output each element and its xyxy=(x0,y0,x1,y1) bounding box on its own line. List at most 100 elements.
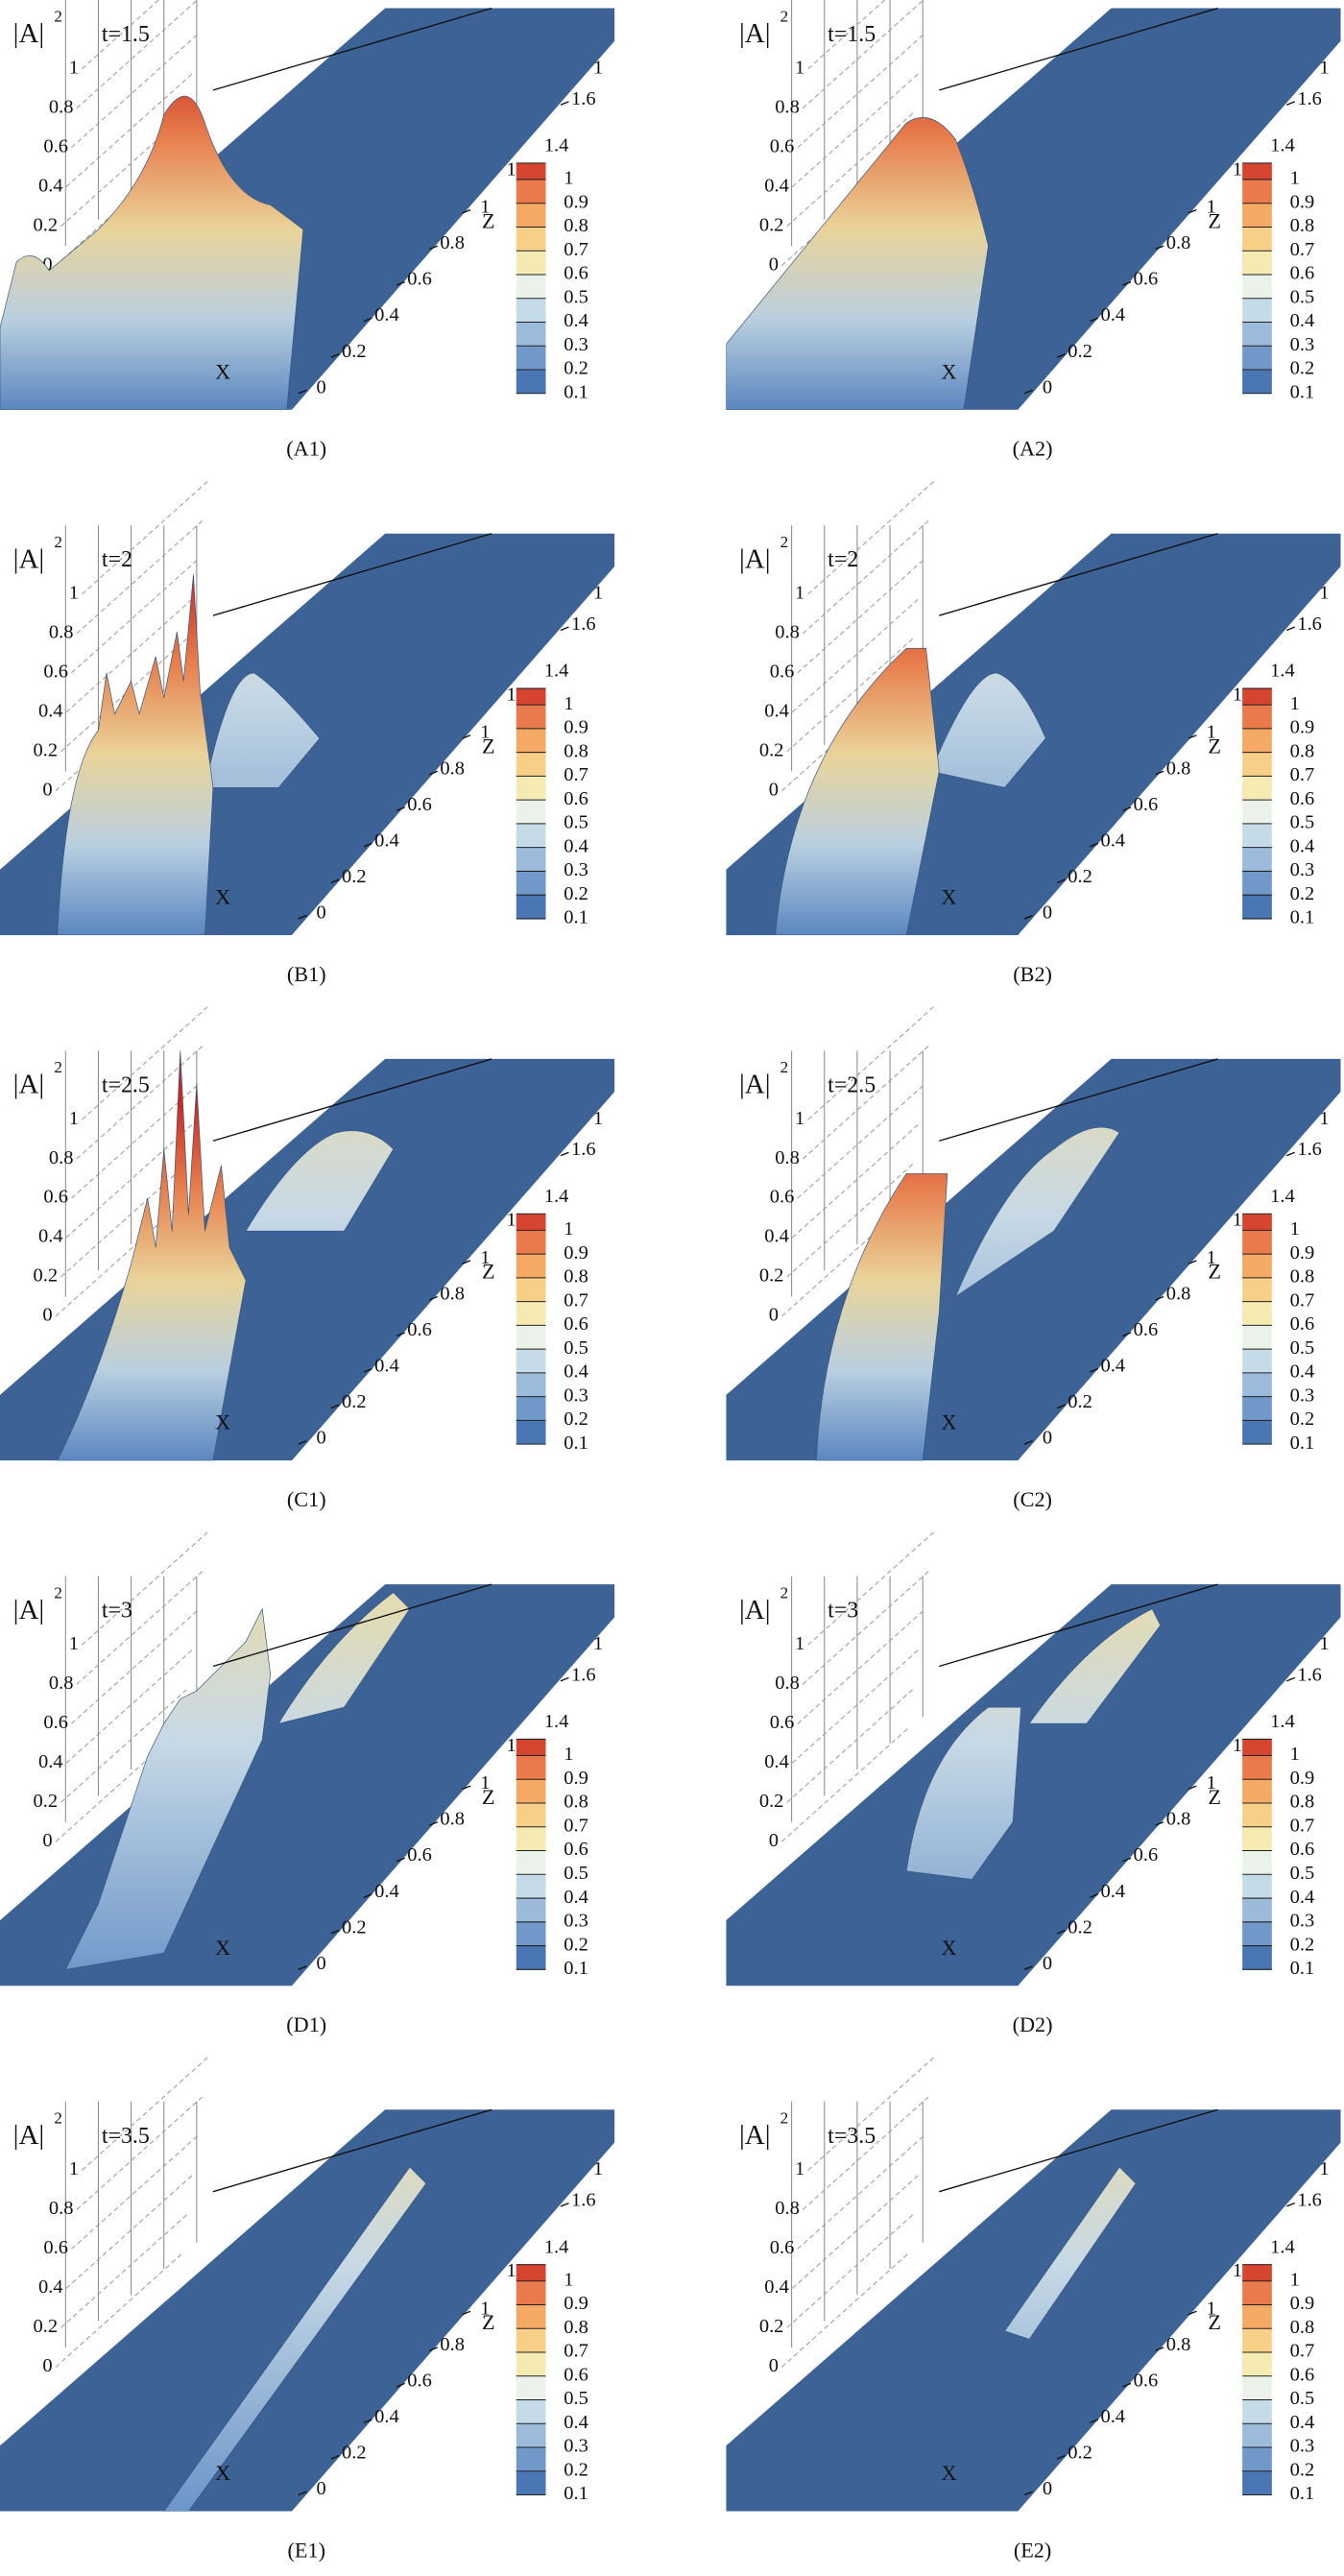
colorbar-label: 0.6 xyxy=(1290,1313,1315,1335)
z-tick xyxy=(298,2491,307,2496)
y-tick-label: 1 xyxy=(69,1108,79,1129)
y-tick-label: 0 xyxy=(42,253,52,275)
z-tick xyxy=(396,281,405,286)
colorbar-band xyxy=(1242,2423,1272,2447)
z-tick-label: 0.8 xyxy=(1166,1809,1191,1830)
z-edge-label: 1 xyxy=(1319,57,1329,78)
colorbar-band xyxy=(516,823,546,848)
z-tick xyxy=(429,770,439,776)
y-tick-label: 0.4 xyxy=(764,1751,789,1772)
colorbar-label: 0.8 xyxy=(564,215,588,236)
grid-line xyxy=(797,32,926,149)
z-edge-label: 1 xyxy=(507,1210,516,1231)
z-tick-label: 0.6 xyxy=(407,1844,432,1866)
colorbar-band xyxy=(1242,2304,1272,2329)
y-tick-label: 0.8 xyxy=(49,2198,74,2219)
colorbar-label: 0.7 xyxy=(564,764,588,785)
z-edge-label: 1 xyxy=(593,57,603,78)
colorbar-band xyxy=(1242,1372,1272,1397)
grid-line xyxy=(76,1044,205,1160)
z-tick-label: 0.6 xyxy=(1134,794,1159,815)
z-tick-label: 0.8 xyxy=(1166,1283,1191,1304)
panel: 0 0.2 0.4 0.6 0.8 1 |A| 2 t=2.5 0 0.2 0.4 0.6 0.8 1 1.6… xyxy=(726,1004,1341,1511)
grid-line xyxy=(786,636,916,753)
colorbar-label: 0.6 xyxy=(564,1839,588,1860)
colorbar-band xyxy=(1242,274,1272,299)
colorbar-label: 0.9 xyxy=(1290,2293,1315,2314)
colorbar-label: 0.9 xyxy=(564,2293,588,2314)
y-axis-label: |A| xyxy=(739,543,771,574)
y-axis-label: |A| xyxy=(739,1070,771,1100)
colorbar-label: 0.4 xyxy=(564,835,588,856)
z-tick xyxy=(1188,1785,1197,1791)
colorbar-label: 0.1 xyxy=(564,1432,588,1454)
colorbar-band xyxy=(1242,1396,1272,1421)
colorbar-label: 0.6 xyxy=(564,263,588,284)
z-tick-label: 0.2 xyxy=(1068,1391,1092,1412)
z-tick-label: 1.6 xyxy=(571,1664,596,1685)
z-tick-label: 0.4 xyxy=(1100,1881,1125,1902)
z-tick-label: 0.4 xyxy=(374,2406,399,2427)
colorbar-label: 0.2 xyxy=(1290,1408,1315,1430)
z-tick-label: 1 xyxy=(1207,2298,1216,2319)
colorbar-label: 0.1 xyxy=(1290,381,1315,402)
colorbar-label: 1.4 xyxy=(1270,1711,1295,1732)
y-axis-label-sup: 2 xyxy=(54,1058,62,1076)
y-tick-label: 0.8 xyxy=(775,2198,800,2219)
z-tick xyxy=(363,317,372,323)
z-tick-label: 0 xyxy=(317,1953,326,1974)
y-tick-label: 0 xyxy=(769,779,779,800)
colorbar-band xyxy=(1242,2280,1272,2305)
y-tick-label: 0 xyxy=(42,779,52,800)
z-tick-label: 0.4 xyxy=(374,1881,399,1902)
y-axis-label: |A| xyxy=(739,2120,771,2151)
z-tick xyxy=(1056,353,1066,358)
colorbar-label: 0.2 xyxy=(1290,358,1315,379)
colorbar-band xyxy=(516,322,546,347)
z-tick-label: 1 xyxy=(1207,722,1216,743)
x-axis-label: X xyxy=(942,885,957,909)
z-tick-label: 0.8 xyxy=(1166,758,1191,779)
colorbar-band xyxy=(516,728,546,753)
z-axis-label: Z xyxy=(1208,2310,1221,2334)
z-tick-label: 1 xyxy=(480,197,490,218)
colorbar-label: 0.2 xyxy=(564,1934,588,1955)
colorbar-band xyxy=(516,1945,546,1970)
colorbar-label: 1 xyxy=(1290,1744,1300,1765)
surface xyxy=(57,1050,247,1461)
colorbar-band xyxy=(1242,705,1272,729)
colorbar-band xyxy=(516,847,546,872)
z-tick xyxy=(462,208,471,214)
colorbar-label: 0.4 xyxy=(564,2412,588,2433)
surface xyxy=(1004,2166,1137,2340)
colorbar-label: 0.1 xyxy=(1290,907,1315,928)
y-tick-label: 1 xyxy=(69,2158,79,2179)
plot-area xyxy=(0,1050,615,1461)
x-axis-label: X xyxy=(215,1936,230,1960)
z-tick xyxy=(1090,842,1099,848)
z-edge-label: 1 xyxy=(1319,583,1329,604)
colorbar-band xyxy=(1242,1826,1272,1851)
panel-label: (A1) xyxy=(286,437,326,461)
time-label: t=2.5 xyxy=(828,1072,876,1097)
colorbar-label: 0.9 xyxy=(1290,1768,1315,1789)
colorbar-label: 0.6 xyxy=(564,2364,588,2385)
surface xyxy=(277,1592,411,1724)
colorbar-label: 0.5 xyxy=(564,2388,588,2409)
time-label: t=2.5 xyxy=(102,1072,150,1097)
colorbar-band xyxy=(516,227,546,252)
colorbar-label: 0.1 xyxy=(564,1958,588,1979)
z-tick xyxy=(363,842,372,848)
grid-line xyxy=(791,1122,921,1239)
y-axis-label: |A| xyxy=(13,1070,45,1100)
z-tick xyxy=(1023,914,1033,920)
colorbar-label: 0.5 xyxy=(1290,812,1315,833)
y-axis-label: |A| xyxy=(13,543,45,574)
z-tick-label: 0 xyxy=(1043,1428,1052,1449)
y-tick-label: 0.2 xyxy=(34,740,59,761)
colorbar-band xyxy=(516,298,546,323)
z-tick xyxy=(330,353,340,358)
colorbar-band xyxy=(1242,752,1272,777)
plot-area xyxy=(726,533,1341,936)
